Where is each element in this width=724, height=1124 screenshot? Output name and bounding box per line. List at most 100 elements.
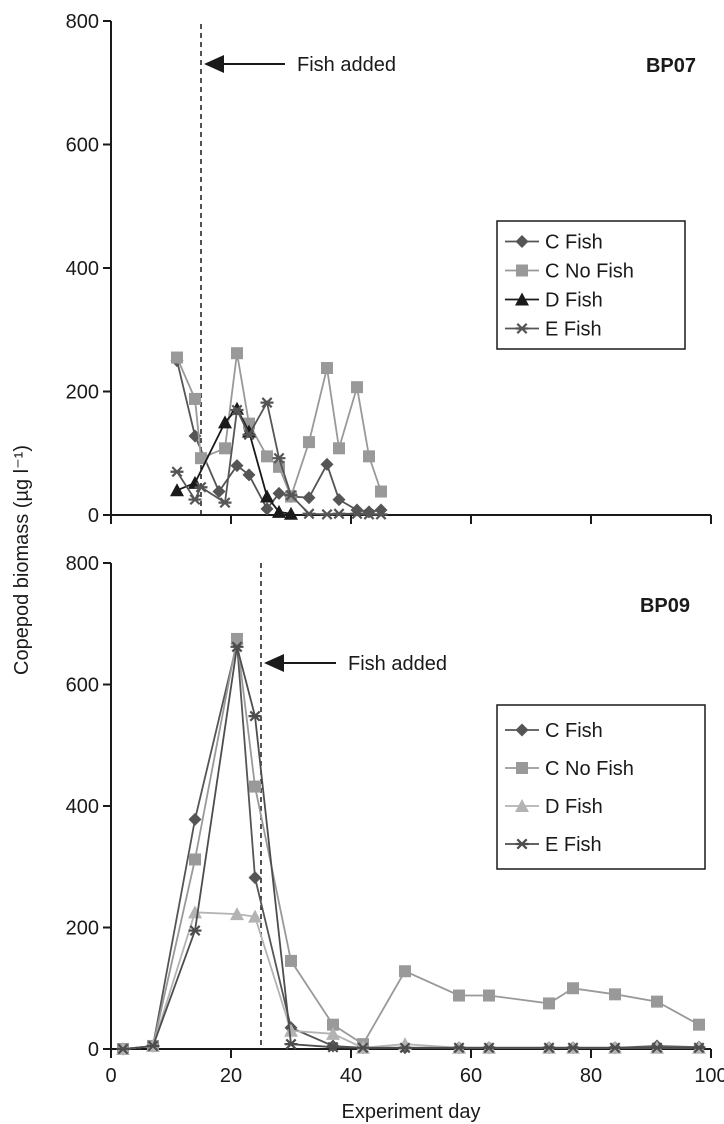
legend-box bbox=[496, 704, 706, 870]
data-point bbox=[284, 506, 298, 520]
data-point bbox=[321, 362, 333, 375]
x-tick-label: 60 bbox=[460, 1065, 482, 1087]
fish-added-arrow-head bbox=[204, 55, 224, 73]
data-point bbox=[218, 497, 232, 509]
data-point bbox=[543, 997, 555, 1010]
legend-item: D Fish bbox=[505, 796, 603, 818]
data-point bbox=[650, 1042, 664, 1054]
data-point bbox=[189, 392, 201, 405]
series-line bbox=[122, 911, 699, 1050]
data-point bbox=[284, 489, 298, 501]
fish-added-annotation: Fish added bbox=[348, 653, 447, 675]
x-tick-label: 20 bbox=[220, 1065, 242, 1087]
data-point bbox=[218, 415, 232, 429]
y-tick-label: 400 bbox=[66, 796, 99, 818]
data-point bbox=[188, 812, 202, 826]
legend-label: D Fish bbox=[545, 290, 603, 312]
data-point bbox=[248, 909, 262, 923]
y-tick-label: 200 bbox=[66, 382, 99, 404]
legend-label: D Fish bbox=[545, 796, 603, 818]
data-point bbox=[332, 493, 346, 507]
series-c-no-fish bbox=[171, 347, 387, 503]
y-tick-label: 0 bbox=[88, 505, 99, 527]
legend-item: C Fish bbox=[505, 232, 603, 254]
data-point bbox=[170, 466, 184, 478]
legend-marker bbox=[515, 235, 529, 248]
data-point bbox=[230, 907, 244, 921]
x-tick-label: 40 bbox=[340, 1065, 362, 1087]
series-e-fish bbox=[170, 397, 388, 520]
legend-item: C No Fish bbox=[505, 261, 634, 283]
data-point bbox=[171, 351, 183, 364]
data-point bbox=[260, 489, 274, 503]
data-point bbox=[609, 988, 621, 1001]
legend-label: C Fish bbox=[545, 720, 603, 742]
y-tick-label: 600 bbox=[66, 675, 99, 697]
data-point bbox=[482, 1042, 496, 1054]
legend-item: C No Fish bbox=[505, 758, 634, 780]
x-tick-label: 0 bbox=[105, 1065, 116, 1087]
series-c-fish bbox=[170, 354, 388, 519]
legend-item: E Fish bbox=[505, 319, 602, 341]
data-point bbox=[230, 641, 244, 653]
data-point bbox=[453, 989, 465, 1002]
data-point bbox=[302, 491, 316, 505]
data-point bbox=[230, 404, 244, 416]
data-point bbox=[375, 485, 387, 498]
data-point bbox=[170, 483, 184, 497]
y-tick-label: 0 bbox=[88, 1039, 99, 1061]
data-point bbox=[242, 468, 256, 482]
legend-item: D Fish bbox=[505, 290, 603, 312]
data-point bbox=[260, 502, 274, 516]
data-point bbox=[302, 508, 316, 520]
data-point bbox=[351, 381, 363, 394]
data-point bbox=[567, 982, 579, 995]
panel-2: 0 200 400 600 800 0 20 40 60 80 100 Fish added BP09 C… bbox=[66, 553, 724, 1087]
legend-marker bbox=[516, 264, 528, 277]
legend-label: E Fish bbox=[545, 834, 602, 856]
data-point bbox=[249, 780, 261, 793]
series-e-fish bbox=[116, 641, 706, 1055]
data-point bbox=[692, 1042, 706, 1054]
series-d-fish bbox=[116, 905, 706, 1055]
panel-1: 0 200 400 600 800 Fish added BP07 C Fish C No Fi… bbox=[66, 11, 712, 527]
legend-marker bbox=[515, 323, 529, 334]
data-point bbox=[651, 995, 663, 1008]
legend-label: C Fish bbox=[545, 232, 603, 254]
data-point bbox=[320, 457, 334, 471]
data-point bbox=[483, 989, 495, 1002]
data-point bbox=[284, 1038, 298, 1050]
legend-label: E Fish bbox=[545, 319, 602, 341]
series-line bbox=[122, 646, 699, 1050]
legend-label: C No Fish bbox=[545, 261, 634, 283]
data-point bbox=[188, 905, 202, 919]
series-line bbox=[176, 353, 382, 500]
legend-marker bbox=[515, 723, 529, 737]
data-point bbox=[327, 1018, 339, 1031]
data-point bbox=[272, 504, 286, 518]
data-point bbox=[333, 442, 345, 455]
data-point bbox=[242, 429, 256, 441]
fish-added-annotation: Fish added bbox=[297, 54, 396, 76]
x-tick-label: 80 bbox=[580, 1065, 602, 1087]
data-point bbox=[248, 871, 262, 885]
data-point bbox=[326, 1041, 340, 1053]
legend-marker bbox=[515, 838, 529, 850]
panel-label: BP07 bbox=[646, 55, 696, 77]
data-point bbox=[194, 481, 208, 493]
data-point bbox=[303, 436, 315, 449]
x-axis-title: Experiment day bbox=[342, 1101, 481, 1123]
data-point bbox=[693, 1018, 705, 1031]
data-point bbox=[116, 1043, 130, 1055]
data-point bbox=[189, 853, 201, 866]
data-point bbox=[146, 1040, 160, 1052]
legend-item: E Fish bbox=[505, 834, 602, 856]
data-point bbox=[399, 965, 411, 978]
data-point bbox=[272, 452, 286, 464]
data-point bbox=[608, 1042, 622, 1054]
y-tick-label: 600 bbox=[66, 135, 99, 157]
data-point bbox=[542, 1042, 556, 1054]
data-point bbox=[566, 1042, 580, 1054]
data-point bbox=[350, 508, 364, 520]
data-point bbox=[272, 486, 286, 500]
